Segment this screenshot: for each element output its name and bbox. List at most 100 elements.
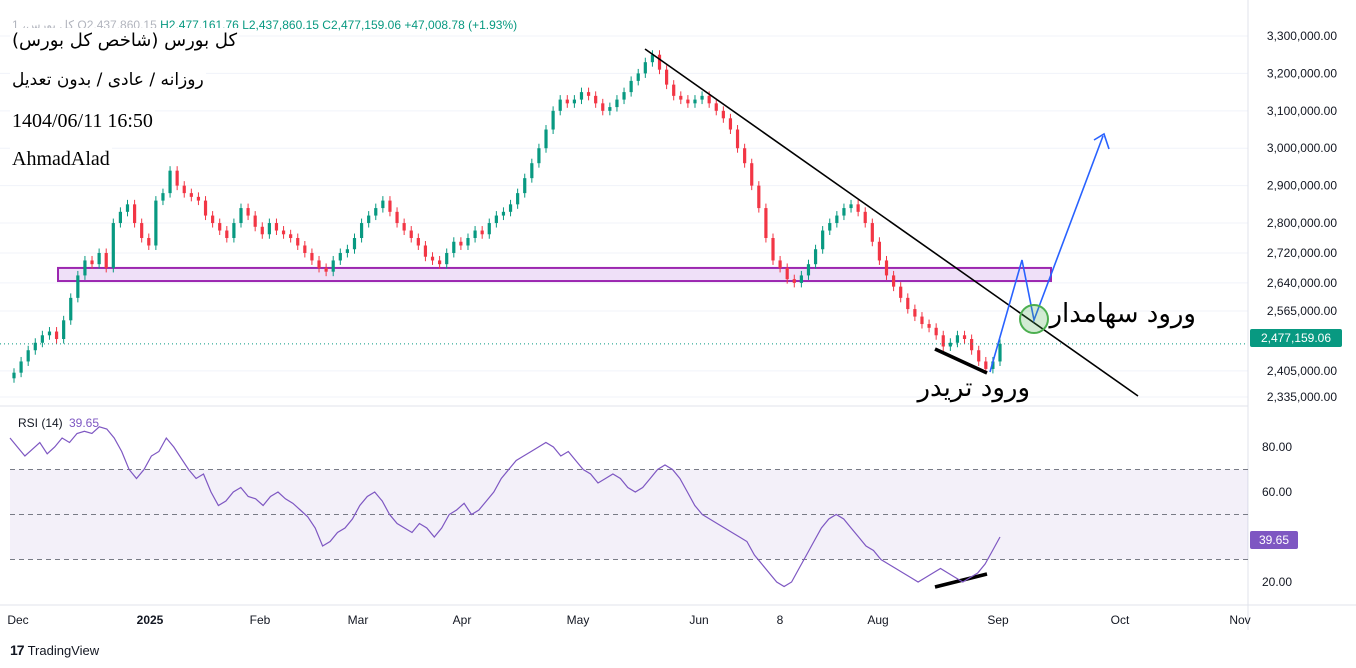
candle-body	[757, 185, 761, 209]
tradingview-logo[interactable]: 17 TradingView	[10, 642, 99, 658]
candle-body	[672, 84, 676, 96]
candle-body	[955, 335, 960, 343]
candle-body	[218, 223, 222, 231]
candle-body	[168, 170, 172, 194]
candle-body	[799, 275, 803, 283]
rsi-tick-label: 60.00	[1262, 485, 1292, 499]
candle-body	[381, 200, 385, 209]
candle-body	[998, 343, 1002, 362]
candle-body	[608, 107, 612, 111]
last-price-badge	[1250, 329, 1342, 347]
candle-body	[232, 223, 236, 239]
price-divergence-line	[934, 347, 988, 375]
candle-body	[977, 350, 981, 362]
candle-body	[140, 223, 144, 239]
candle-body	[331, 260, 335, 272]
time-axis[interactable]: Dec 2025 Feb Mar Apr May Jun 8 Aug Sep Oct Nov	[7, 613, 1250, 627]
grid	[0, 35, 1248, 398]
candle-body	[650, 54, 655, 63]
time-tick-label: Sep	[987, 613, 1009, 627]
candle-body	[310, 252, 314, 261]
candle-body	[473, 230, 477, 239]
candle-body	[69, 297, 73, 321]
time-tick-label: 8	[777, 613, 784, 627]
candle-body	[62, 320, 66, 340]
drawings	[644, 48, 1139, 589]
rsi-line	[9, 426, 1001, 588]
time-tick-label: May	[567, 613, 590, 627]
index-title: کل بورس (شاخص کل بورس)	[10, 28, 240, 53]
candle-body	[884, 260, 889, 276]
candle-body	[267, 223, 271, 235]
candle-body	[189, 193, 193, 197]
time-tick-label: Nov	[1229, 613, 1250, 627]
candle-body	[707, 95, 711, 104]
candle-body	[984, 361, 988, 369]
candle-body	[161, 193, 165, 201]
price-tick-label: 2,565,000.00	[1267, 304, 1337, 318]
candle-body	[26, 350, 30, 362]
price-axis[interactable]: 3,300,000.00 3,200,000.00 3,100,000.00 3,00…	[1267, 29, 1337, 404]
tradingview-name: TradingView	[27, 642, 100, 658]
rsi-value-badge	[1250, 531, 1298, 549]
candle-body	[601, 103, 605, 111]
candle-body	[367, 215, 371, 224]
candle-body	[317, 260, 321, 268]
price-tick-label: 3,300,000.00	[1267, 29, 1337, 43]
candle-body	[842, 208, 846, 216]
ohlc-change: +47,008.78 (+1.93%)	[404, 18, 518, 32]
candle-body	[423, 245, 428, 257]
candle-body	[544, 129, 548, 149]
candle-body	[47, 331, 52, 336]
candle-body	[891, 275, 896, 287]
candle-body	[516, 193, 520, 205]
candle-body	[76, 275, 80, 298]
trader-entry-label: ورود تریدر	[915, 373, 1030, 403]
candle-body	[125, 204, 130, 212]
candle-body	[828, 223, 832, 231]
candle-body	[438, 260, 442, 265]
rsi-band-fill	[10, 469, 1248, 560]
candle-body	[416, 238, 420, 246]
support-zone-rect	[57, 266, 1052, 283]
time-tick-label: Apr	[453, 613, 472, 627]
candle-body	[629, 80, 633, 93]
candle-body	[693, 99, 697, 104]
candle-body	[530, 163, 534, 179]
candle-body	[657, 54, 662, 70]
candle-body	[246, 208, 250, 216]
price-tick-label: 2,720,000.00	[1267, 246, 1337, 260]
candle-body	[806, 264, 811, 276]
candle-body	[154, 200, 158, 246]
downtrend-line	[644, 48, 1139, 397]
candle-body	[147, 238, 151, 246]
candle-body	[480, 230, 484, 235]
rsi-value-label: 39.65	[1259, 533, 1289, 547]
candle-body	[452, 241, 456, 253]
candle-body	[111, 223, 115, 268]
candle-body	[260, 226, 264, 235]
candle-body	[402, 223, 406, 231]
candle-body	[225, 230, 229, 239]
price-tick-label: 2,900,000.00	[1267, 179, 1337, 193]
chart-author: AhmadAlad	[10, 146, 112, 173]
support-zone	[57, 266, 1052, 283]
candle-body	[501, 211, 506, 216]
candle-body	[785, 267, 789, 280]
candle-body	[771, 238, 775, 261]
rsi-axis[interactable]: 80.00 60.00 20.00	[1262, 440, 1292, 589]
time-tick-label: Dec	[7, 613, 28, 627]
candle-body	[83, 260, 87, 276]
price-tick-label: 3,100,000.00	[1267, 104, 1337, 118]
candle-body	[714, 103, 718, 111]
candle-body	[374, 208, 378, 216]
candle-body	[445, 252, 449, 265]
candle-body	[118, 211, 123, 224]
candle-body	[813, 249, 818, 265]
candle-body	[466, 238, 470, 246]
rsi-tick-label: 80.00	[1262, 440, 1292, 454]
candle-body	[991, 361, 995, 369]
candle-body	[487, 223, 491, 235]
rsi-title[interactable]: RSI (14)	[18, 416, 63, 430]
